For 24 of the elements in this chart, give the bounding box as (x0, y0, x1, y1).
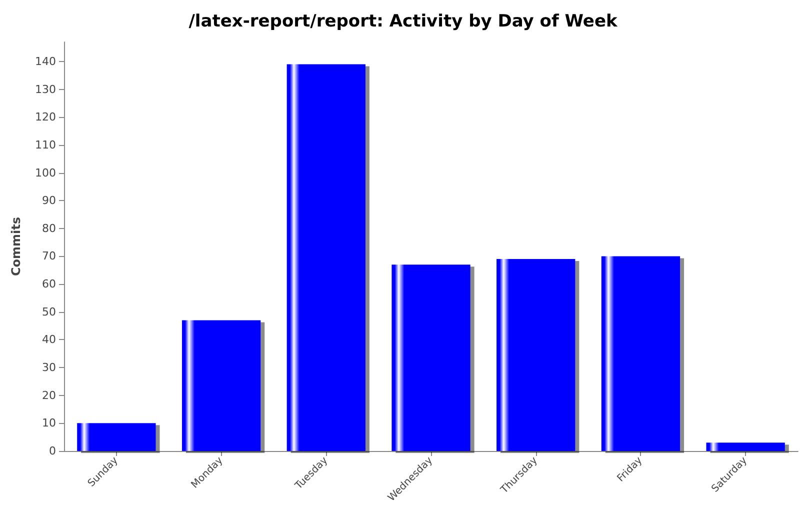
y-tick-label: 0 (49, 444, 56, 458)
y-axis-title: Commits (9, 216, 23, 276)
y-tick-label: 70 (42, 250, 56, 263)
bar (392, 264, 470, 451)
y-tick-label: 50 (42, 305, 56, 318)
y-tick-label: 140 (35, 54, 56, 68)
bar (601, 256, 680, 451)
y-tick-label: 90 (42, 194, 56, 208)
y-tick-label: 100 (35, 166, 56, 180)
chart-title: /latex-report/report: Activity by Day of Week (188, 12, 618, 32)
y-tick-label: 120 (35, 110, 56, 124)
bar (182, 320, 261, 451)
bar (706, 442, 785, 451)
y-tick-label: 60 (42, 278, 56, 291)
y-tick-label: 130 (35, 82, 56, 96)
y-tick-label: 40 (42, 333, 56, 346)
y-tick-label: 110 (35, 138, 56, 152)
bar (286, 64, 366, 451)
y-tick-label: 30 (42, 361, 56, 374)
y-tick-label: 80 (42, 222, 56, 235)
y-tick-label: 10 (42, 416, 56, 430)
bar (496, 259, 576, 451)
y-tick-label: 20 (42, 388, 56, 402)
bar (77, 423, 156, 451)
